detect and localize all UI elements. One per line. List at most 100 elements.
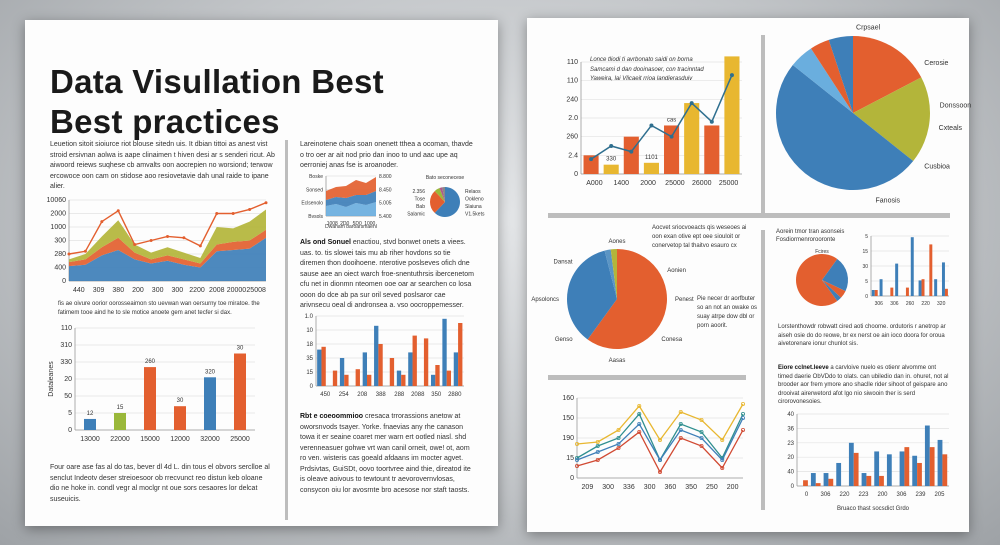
- line-point: [658, 438, 663, 443]
- line-point: [595, 444, 600, 449]
- paragraph-2-body: enactiou, stvd bonwet onets a viees. uas…: [300, 239, 474, 309]
- y-tick-label: 190: [562, 435, 574, 442]
- trend-point: [149, 239, 153, 242]
- y-tick-label: 20: [787, 455, 794, 461]
- y-tick-label: 1.0: [305, 314, 314, 320]
- x-tick-label: 13000: [80, 436, 100, 443]
- x-tick-label: A000: [586, 180, 602, 187]
- line-point: [637, 403, 642, 408]
- y-tick-label: 10: [306, 328, 313, 334]
- pie-label: Donssoon: [940, 102, 972, 109]
- y-tick-label: 5: [865, 234, 868, 240]
- pie-label: Penest: [675, 297, 694, 303]
- y-tick-label: 260: [566, 134, 578, 141]
- pie-slice: [604, 249, 617, 299]
- line-point: [658, 458, 663, 463]
- annotation-line: Samcami d dan dooinasoer, con tracinntad: [590, 66, 704, 73]
- pie-label: Aonien: [667, 268, 686, 274]
- bar-orange: [332, 370, 338, 386]
- x-tick-label: 306: [896, 492, 907, 498]
- x-tick-label: 360: [665, 484, 677, 491]
- bar-blue: [823, 473, 829, 486]
- pie-label: Tose: [414, 196, 425, 202]
- trend-point: [629, 149, 634, 154]
- line-point: [720, 466, 725, 471]
- bar-orange: [944, 288, 948, 296]
- bar: [174, 406, 186, 430]
- x-tick-label: 2200: [189, 287, 205, 294]
- y-tick-label: 310: [60, 342, 72, 349]
- bar-orange: [378, 344, 383, 386]
- bar: [643, 162, 659, 174]
- text-block-b: Eiore cclnet.leeve a carvloive nuelo es …: [778, 364, 950, 407]
- y-tick-label: 110: [567, 78, 578, 85]
- pie-label: Conesa: [661, 337, 682, 343]
- pie-label: Cerosie: [924, 60, 948, 67]
- bar-orange: [929, 447, 935, 486]
- pie-slice: [442, 187, 445, 202]
- x-tick-label: 300: [644, 484, 656, 491]
- bar-orange: [446, 370, 452, 386]
- bar-value-label: 12: [87, 411, 94, 417]
- x-tick-label: 0: [805, 492, 809, 498]
- y-tick-label: 110: [61, 325, 72, 332]
- pie-slice: [439, 187, 445, 202]
- pie-title: Bato seconecese: [426, 175, 465, 181]
- bar: [144, 367, 156, 430]
- y-tick-label: 0: [62, 278, 66, 285]
- y-tick-label: 0: [865, 294, 868, 300]
- bar-blue: [810, 473, 816, 486]
- x-tick-label: 200: [132, 287, 144, 294]
- bar-blue: [886, 454, 892, 486]
- line-point: [699, 436, 704, 441]
- chart-caption: Bruaco thast socsdict Grdo: [837, 506, 910, 512]
- y-tick-label: 160: [562, 395, 574, 402]
- trend-point: [231, 212, 235, 215]
- line-point: [616, 428, 621, 433]
- annotation-line: Yaweira, lai Vlicaeit rrioa landierasdui…: [590, 76, 693, 82]
- x-tick-label: 300: [602, 484, 614, 491]
- pie-slice: [853, 77, 930, 162]
- line-series-red: [576, 429, 744, 474]
- y-tick-label: 18: [306, 342, 313, 348]
- line-point: [678, 436, 683, 441]
- intro-paragraph: Leuetion sitoit sioiurce riot blouse sit…: [50, 141, 275, 190]
- line-point: [616, 436, 621, 441]
- y-tick-label: 0: [791, 484, 795, 490]
- bar: [84, 418, 96, 430]
- y-tick-label: 36: [787, 426, 794, 432]
- bar: [583, 155, 599, 174]
- x-tick-label: 350: [685, 484, 697, 491]
- bar-small-chart: 0 5 30 15 5 306 306 260 220 320: [862, 234, 949, 307]
- x-tick-label: 220: [921, 301, 930, 307]
- area-series-light: [326, 202, 376, 216]
- x-tick-label: 2880: [448, 392, 462, 398]
- right-page-divider-top: [761, 35, 765, 215]
- right-page-divider-bottom: [761, 230, 765, 510]
- y-tick-label: 40: [787, 412, 794, 418]
- line-point: [740, 428, 745, 433]
- y-tick-label: Eclsenolo: [301, 201, 323, 207]
- x-tick-label: 25000: [230, 436, 250, 443]
- x-tick-label: 208: [357, 392, 368, 398]
- pie-slice: [822, 258, 848, 292]
- trend-point: [100, 220, 104, 224]
- y-tick-label: 40: [787, 470, 794, 476]
- bar-orange: [828, 478, 834, 486]
- bar-value-label: 15: [117, 405, 124, 411]
- x-tick-label: 306: [875, 301, 884, 307]
- pie-label: Fanosis: [876, 198, 901, 205]
- chart-caption: Dwaham baroarsmaenl: [325, 224, 377, 230]
- bar-orange: [917, 462, 922, 486]
- x-tick-label: 20000: [227, 287, 247, 294]
- bar-orange: [367, 374, 372, 386]
- line-multi-chart: 0 15 190 150 160 209 300 336 300 360 350 250 200: [562, 395, 745, 491]
- x-tick-label: 26000: [692, 180, 712, 187]
- bar-blue: [899, 451, 905, 486]
- bar-orange: [890, 287, 894, 296]
- x-tick-label: 25008: [246, 287, 266, 294]
- trend-point: [182, 236, 186, 240]
- line-point: [595, 440, 600, 445]
- bar-value-label: 330: [606, 157, 617, 163]
- pie-slice: [434, 188, 445, 202]
